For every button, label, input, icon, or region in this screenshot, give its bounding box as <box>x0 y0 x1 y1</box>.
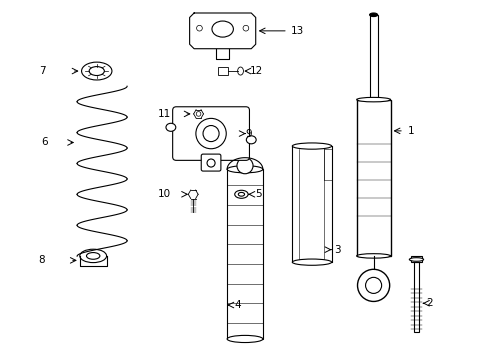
Text: 6: 6 <box>41 138 48 148</box>
Ellipse shape <box>212 21 233 37</box>
Ellipse shape <box>357 98 391 102</box>
Circle shape <box>243 25 249 31</box>
Circle shape <box>196 25 202 31</box>
Ellipse shape <box>227 336 263 342</box>
Ellipse shape <box>369 13 378 17</box>
Text: 5: 5 <box>255 189 262 199</box>
FancyBboxPatch shape <box>411 256 422 262</box>
Text: 7: 7 <box>40 66 46 76</box>
Circle shape <box>237 158 253 174</box>
FancyBboxPatch shape <box>414 262 419 332</box>
Circle shape <box>196 112 201 116</box>
Circle shape <box>207 159 215 167</box>
FancyBboxPatch shape <box>357 100 391 256</box>
Ellipse shape <box>293 143 332 149</box>
FancyBboxPatch shape <box>369 15 378 104</box>
Text: 11: 11 <box>157 109 171 119</box>
Ellipse shape <box>238 192 245 196</box>
Text: 10: 10 <box>157 189 171 199</box>
Text: 8: 8 <box>38 255 45 265</box>
Ellipse shape <box>238 67 244 75</box>
Circle shape <box>358 269 390 301</box>
Circle shape <box>196 118 226 149</box>
Circle shape <box>366 277 382 293</box>
Text: 2: 2 <box>426 298 433 308</box>
Text: 9: 9 <box>245 129 252 139</box>
Ellipse shape <box>235 190 248 198</box>
Text: 13: 13 <box>291 26 304 36</box>
FancyBboxPatch shape <box>227 169 263 339</box>
Ellipse shape <box>409 258 424 261</box>
Circle shape <box>203 126 219 141</box>
Ellipse shape <box>81 62 112 80</box>
Text: 4: 4 <box>234 300 241 310</box>
Text: 3: 3 <box>334 245 341 255</box>
Text: 1: 1 <box>408 126 414 136</box>
Ellipse shape <box>293 259 332 265</box>
Text: 12: 12 <box>249 66 263 76</box>
Ellipse shape <box>80 249 107 262</box>
FancyBboxPatch shape <box>201 154 221 171</box>
FancyBboxPatch shape <box>172 107 249 160</box>
Ellipse shape <box>227 166 263 173</box>
Ellipse shape <box>89 67 104 76</box>
Ellipse shape <box>246 136 256 144</box>
Ellipse shape <box>86 253 100 259</box>
Ellipse shape <box>357 254 391 258</box>
Ellipse shape <box>166 123 176 131</box>
FancyBboxPatch shape <box>218 67 227 75</box>
